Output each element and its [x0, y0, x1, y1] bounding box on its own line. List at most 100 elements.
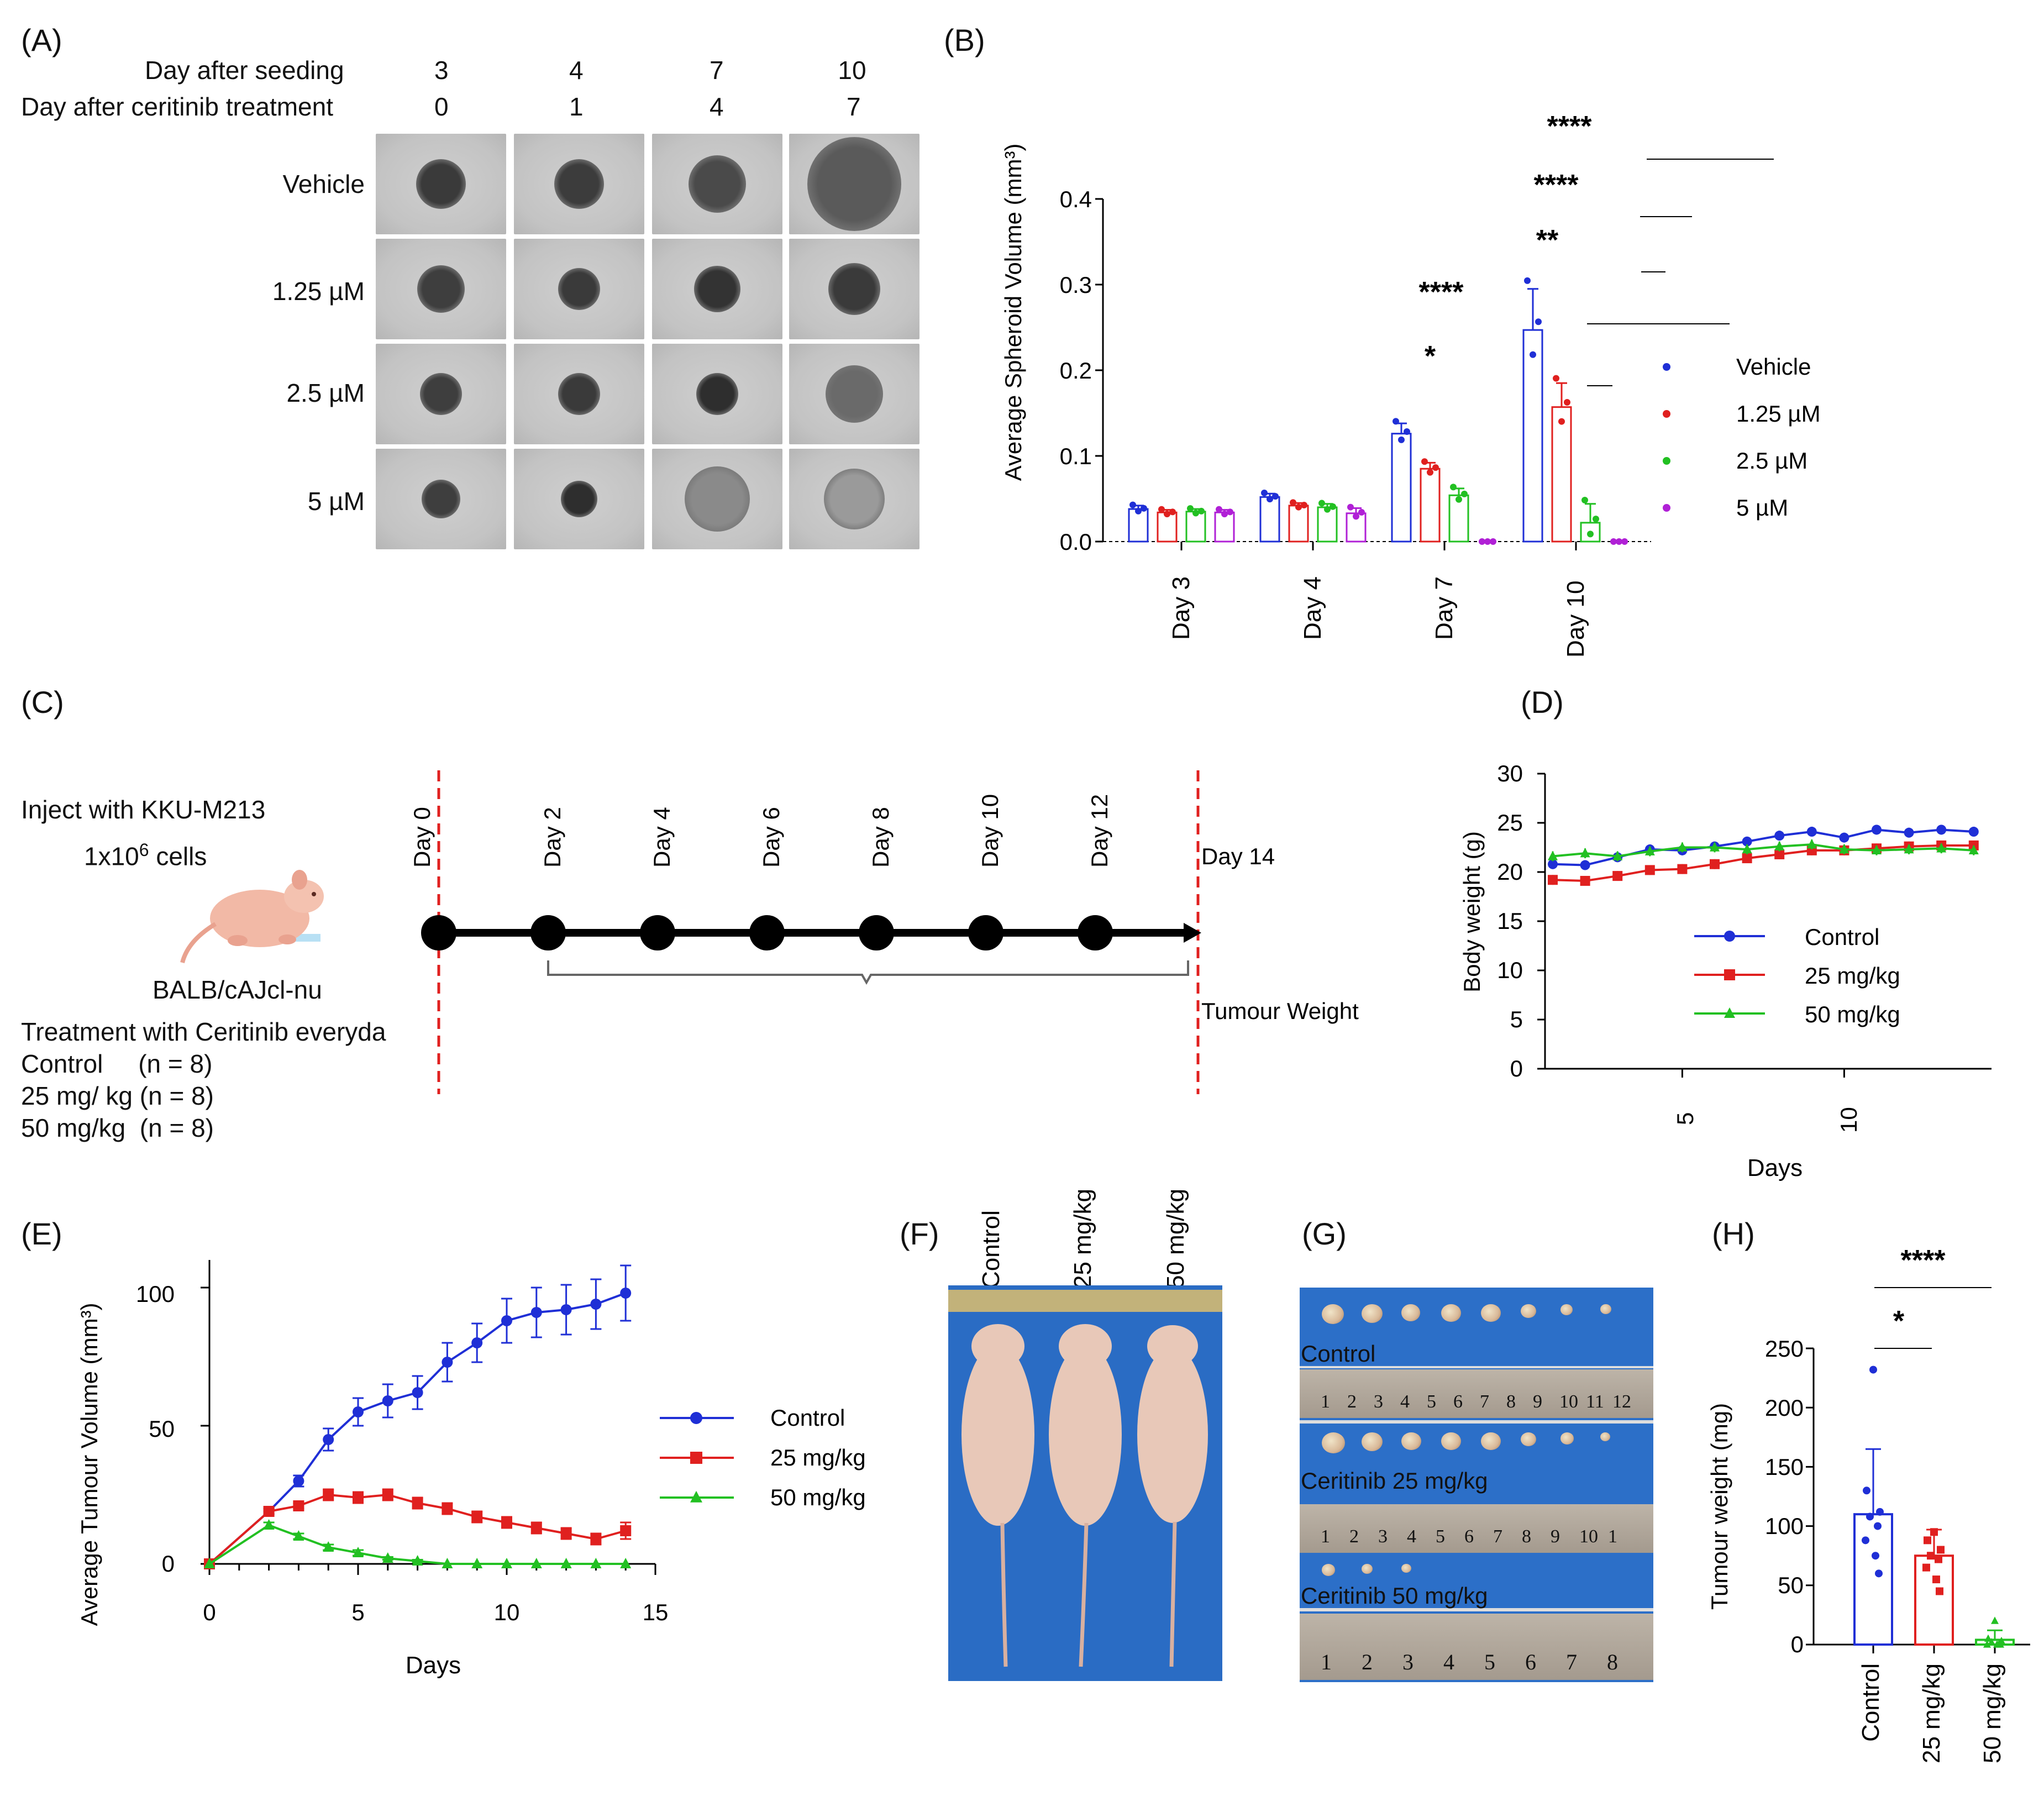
- chart-h-bar: [1914, 1554, 1954, 1646]
- spheroid: [689, 155, 746, 213]
- chart-e-point: [590, 1299, 602, 1310]
- chart-d-xtick: 10: [1836, 1107, 1862, 1133]
- chart-b-point: [1456, 496, 1462, 503]
- timeline-diagram: Day 0 Day 2 Day 4 Day 6 Day 8 Day 10 Day…: [409, 770, 1359, 1094]
- chart-d-point: [1548, 859, 1558, 869]
- timeline-day-label: Day 4: [649, 807, 675, 868]
- group-label: Control (n = 8): [21, 1049, 213, 1078]
- chart-d-point: [1774, 849, 1785, 859]
- chart-e-point: [353, 1492, 364, 1503]
- chart-b-point: [1318, 500, 1325, 507]
- day-seeding-label: 3: [434, 56, 449, 85]
- chart-h-ytick: 250: [1765, 1336, 1804, 1362]
- chart-h-sig: ****: [1901, 1244, 1946, 1277]
- chart-h-category: 50 mg/kg: [1979, 1663, 2006, 1763]
- chart-e-xtick: 15: [643, 1599, 669, 1625]
- chart-e-point: [442, 1558, 453, 1568]
- timeline-dot: [530, 915, 566, 950]
- ruler-number: 5: [1484, 1650, 1495, 1674]
- ruler-number: 9: [1551, 1526, 1560, 1547]
- chart-e-legend-label: Control: [770, 1405, 845, 1431]
- chart-b-sig: *: [1425, 340, 1436, 372]
- chart-d-point: [1580, 860, 1590, 870]
- ruler-number: 7: [1493, 1526, 1502, 1547]
- day-treatment-label: 0: [434, 92, 449, 121]
- chart-d-legend-marker: [1724, 1007, 1735, 1018]
- chart-b-point: [1164, 511, 1170, 518]
- chart-h-ytick: 150: [1765, 1454, 1804, 1480]
- chart-h-bar: [1853, 1513, 1893, 1646]
- ruler: 1 2 3 4 5 6 7 8 9 10 1: [1300, 1504, 1653, 1553]
- chart-e-point: [353, 1406, 364, 1417]
- chart-b-category: Day 3: [1168, 576, 1195, 640]
- chart-e-point: [620, 1525, 632, 1536]
- chart-e-point: [323, 1541, 334, 1552]
- chart-b-point: [1358, 508, 1365, 516]
- chart-e-point: [560, 1528, 572, 1539]
- spheroid: [558, 268, 600, 310]
- chart-b-point: [1484, 538, 1491, 545]
- ruler-number: 1: [1321, 1650, 1332, 1674]
- ruler-number: 3: [1378, 1526, 1388, 1547]
- panel-label-f: (F): [900, 1216, 939, 1251]
- chart-d-point: [1872, 844, 1882, 855]
- timeline-arrow-icon: [1184, 923, 1201, 943]
- ruler-number: 2: [1347, 1391, 1357, 1412]
- chart-d-point: [1904, 827, 1914, 838]
- chart-h-ytick: 0: [1791, 1631, 1804, 1657]
- row-label-seeding: Day after seeding: [145, 56, 344, 85]
- chart-d-point: [1580, 848, 1590, 858]
- chart-h-point: [1932, 1575, 1940, 1584]
- tumour-row-label: Ceritinib 25 mg/kg: [1301, 1468, 1488, 1494]
- chart-h-point: [1937, 1546, 1945, 1554]
- timeline-day-label: Day 12: [1086, 794, 1112, 868]
- chart-e-legend-label: 50 mg/kg: [770, 1484, 866, 1510]
- chart-e-point: [560, 1304, 572, 1315]
- ruler: 1 2 3 4 5 6 7 8 9 10 11 12: [1300, 1369, 1653, 1418]
- tumour-sample: [1521, 1432, 1536, 1447]
- chart-e-point: [590, 1558, 602, 1568]
- chart-b-ytick: 0.2: [1060, 358, 1092, 384]
- spheroid: [554, 159, 604, 209]
- chart-b-sig: **: [1536, 224, 1559, 256]
- chart-e-point: [501, 1558, 512, 1568]
- ruler-number: 5: [1427, 1391, 1436, 1412]
- chart-e-legend-marker: [690, 1452, 702, 1464]
- chart-b-point: [1564, 398, 1570, 406]
- spheroid: [416, 159, 466, 209]
- chart-b-legend-marker: [1663, 457, 1670, 465]
- chart-h-sig: *: [1893, 1305, 1905, 1337]
- chart-d-point: [1968, 844, 1979, 855]
- chart-e-point: [501, 1315, 512, 1326]
- chart-e-legend-marker: [690, 1490, 702, 1503]
- chart-b-point: [1530, 351, 1536, 358]
- chart-e-point: [471, 1511, 483, 1522]
- chart-e-ylabel: Average Tumour Volume (mm³): [76, 1302, 102, 1626]
- spheroid: [685, 466, 750, 532]
- chart-b-point: [1593, 516, 1599, 523]
- chart-h-point: [1872, 1552, 1879, 1560]
- timeline-dot: [640, 915, 675, 950]
- chart-e-point: [442, 1357, 453, 1368]
- spheroid-image: [789, 239, 919, 339]
- condition-label: 1.25 µM: [272, 277, 365, 306]
- chart-d-point: [1742, 844, 1752, 854]
- chart-d-xtick: 5: [1672, 1112, 1698, 1125]
- group-label: 25 mg/ kg (n = 8): [21, 1081, 214, 1110]
- timeline-day-label: Day 10: [977, 794, 1003, 868]
- tumour-sample: [1600, 1304, 1611, 1314]
- mice-photo: [948, 1285, 1222, 1681]
- chart-b-point: [1587, 531, 1594, 538]
- chart-d-point: [1710, 859, 1720, 869]
- chart-e-legend-label: 25 mg/kg: [770, 1445, 866, 1470]
- chart-d-point: [1774, 831, 1785, 841]
- treatment-label: Treatment with Ceritinib everyda: [21, 1017, 386, 1046]
- tumour-sample: [1322, 1304, 1344, 1324]
- chart-e-point: [412, 1555, 423, 1566]
- tumour-sample: [1441, 1432, 1461, 1451]
- chart-h-point: [1862, 1536, 1869, 1545]
- chart-b-bar: [1288, 505, 1309, 543]
- panel-label-b: (B): [944, 23, 985, 57]
- chart-d-xlabel: Days: [1747, 1154, 1803, 1181]
- tumour-sample: [1560, 1304, 1573, 1315]
